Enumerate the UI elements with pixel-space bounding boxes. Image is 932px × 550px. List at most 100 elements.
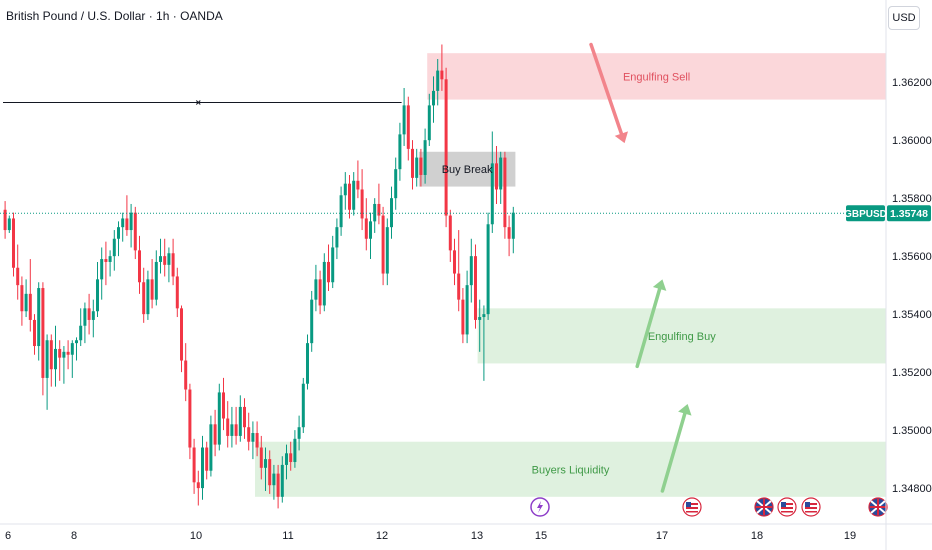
candle-body	[327, 261, 330, 283]
dividend-event-icon[interactable]	[530, 497, 550, 517]
time-tick-label: 15	[535, 530, 547, 542]
last-price-tag	[887, 205, 931, 222]
candle-body	[192, 447, 196, 483]
engulfing-buy-zone-label: Engulfing Buy	[648, 331, 716, 343]
candle	[356, 160, 360, 199]
candle	[474, 244, 477, 329]
candle-body	[272, 473, 276, 486]
time-tick-label: 12	[376, 530, 388, 542]
candle-body	[415, 157, 419, 178]
candle	[129, 203, 133, 248]
candle	[251, 421, 255, 460]
candle-body	[142, 282, 146, 315]
candle	[339, 186, 343, 236]
candle-body	[234, 424, 238, 436]
candle-body	[398, 134, 402, 170]
candle-body	[285, 453, 288, 465]
candle-body	[129, 212, 133, 231]
symbol-tag	[846, 205, 885, 222]
candle	[360, 169, 364, 231]
candle	[322, 253, 326, 312]
candle-body	[62, 351, 66, 358]
candle-body	[432, 90, 435, 106]
candle	[7, 215, 11, 233]
candle	[503, 151, 507, 239]
candle	[457, 230, 461, 312]
candle-body	[280, 464, 284, 497]
sell-arrow-shaft	[589, 42, 624, 136]
time-axis[interactable]: 6 8 10 11 12 13 15 17 18 19	[0, 523, 932, 542]
price-axis[interactable]: 1.34800 1.35000 1.35200 1.35400 1.35600 1.358…	[844, 0, 932, 550]
candle	[373, 198, 377, 233]
candle-body	[314, 279, 318, 300]
candle	[184, 343, 188, 402]
candle-body	[96, 279, 99, 312]
candle-body	[264, 459, 267, 468]
uk-flag-event-icon-2[interactable]	[868, 497, 888, 517]
candle-body	[474, 256, 477, 320]
candle	[461, 288, 465, 344]
candle	[511, 206, 515, 254]
candle-body	[33, 319, 36, 347]
candle	[280, 456, 284, 503]
candle-body	[138, 250, 141, 283]
candle-body	[440, 70, 444, 80]
candle	[348, 174, 351, 219]
buy-arrow-lower	[660, 404, 692, 493]
price-tick-label: 1.35000	[892, 425, 932, 437]
chart-title: British Pound / U.S. Dollar · 1h · OANDA	[6, 9, 223, 23]
price-tick-label: 1.35200	[892, 367, 932, 379]
candle-body	[369, 221, 372, 239]
candle	[264, 447, 267, 492]
candle	[58, 340, 62, 381]
uk-flag-event-icon[interactable]	[754, 497, 774, 517]
candle-body	[238, 406, 242, 436]
last-price-label: 1.35748	[890, 208, 928, 220]
engulfing-sell-zone-label: Engulfing Sell	[623, 71, 690, 83]
candle-body	[16, 267, 20, 286]
us-flag-event-icon-2[interactable]	[777, 497, 797, 517]
candle-body	[331, 247, 335, 283]
candle-body	[482, 314, 486, 318]
us-flag-event-icon-3[interactable]	[801, 497, 821, 517]
candle	[142, 267, 146, 323]
candle-body	[511, 212, 515, 239]
candle-body	[7, 218, 11, 231]
price-tick-label: 1.35400	[892, 309, 932, 321]
candle	[310, 290, 314, 352]
candle	[66, 340, 70, 370]
candle-body	[268, 459, 272, 486]
candle-body	[289, 453, 293, 463]
candle-body	[54, 348, 57, 370]
candle-body	[154, 261, 158, 300]
candle	[440, 44, 444, 91]
candle	[75, 337, 78, 361]
candle-body	[247, 427, 251, 442]
candle	[209, 415, 213, 477]
candle	[369, 212, 372, 260]
candle-body	[373, 203, 377, 222]
candle-body	[507, 227, 511, 239]
time-tick-label: 17	[656, 530, 668, 542]
candle	[226, 401, 230, 448]
candle	[83, 302, 87, 344]
buy-arrow-lower-head	[678, 404, 692, 416]
candle-body	[222, 392, 225, 419]
candle	[180, 305, 183, 373]
candle	[41, 282, 45, 396]
us-flag-event-icon[interactable]	[682, 497, 702, 517]
candle-body	[121, 218, 125, 228]
drawing-layer	[3, 100, 402, 105]
currency-button[interactable]: USD	[888, 6, 920, 30]
candle-body	[112, 238, 116, 257]
candle	[100, 247, 104, 300]
candles-layer	[3, 44, 515, 509]
candle	[188, 383, 192, 460]
candle-body	[159, 256, 162, 262]
candle-body	[100, 259, 104, 280]
candle-body	[352, 180, 356, 210]
candle	[171, 238, 175, 286]
candle-body	[453, 250, 456, 274]
candle	[79, 308, 83, 347]
